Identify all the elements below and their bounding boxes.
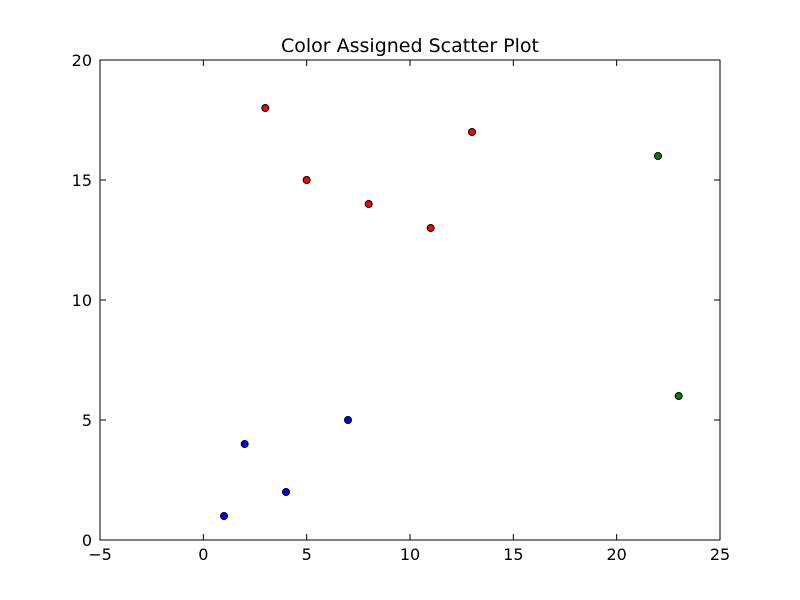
x-tick-label: 5 — [302, 545, 312, 564]
scatter-point — [282, 488, 290, 496]
chart-title: Color Assigned Scatter Plot — [280, 35, 539, 57]
x-tick-label: 0 — [198, 545, 208, 564]
scatter-point — [674, 392, 683, 400]
x-tick-label: 20 — [606, 545, 626, 564]
scatter-point — [302, 176, 311, 184]
y-tick-label: 15 — [72, 171, 92, 190]
scatter-point — [240, 440, 249, 448]
scatter-point — [654, 152, 662, 160]
y-tick-label: 0 — [82, 531, 92, 550]
plot-frame — [99, 59, 721, 541]
x-tick-label: −5 — [88, 545, 112, 564]
y-tick-label: 10 — [72, 291, 92, 310]
axes — [99, 59, 721, 541]
scatter-point — [468, 128, 476, 136]
data-points — [220, 104, 683, 520]
x-tick-label: 15 — [503, 545, 523, 564]
x-tick-label: 25 — [710, 545, 730, 564]
scatter-point — [364, 200, 373, 208]
scatter-point — [426, 224, 435, 232]
scatter-point — [220, 512, 228, 520]
x-tick-label: 10 — [400, 545, 420, 564]
scatter-point — [344, 416, 352, 424]
y-tick-label: 5 — [82, 411, 92, 430]
scatter-point — [261, 104, 270, 112]
y-tick-label: 20 — [72, 51, 92, 70]
